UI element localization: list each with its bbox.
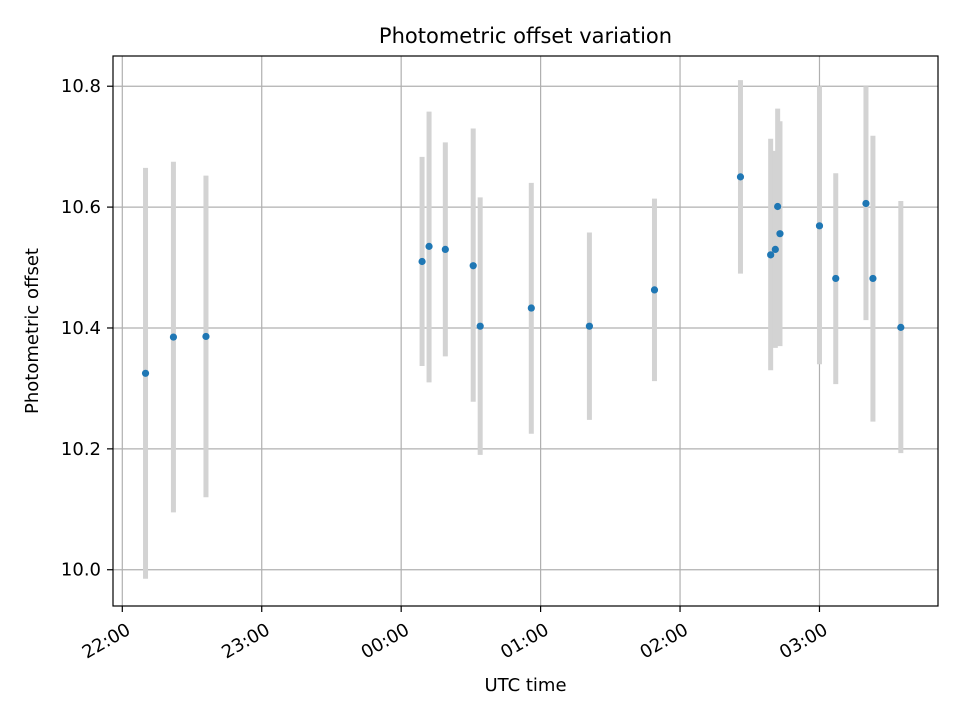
x-tick-label: 00:00 — [358, 619, 413, 663]
y-tick-label: 10.2 — [61, 439, 101, 460]
grid-layer — [113, 56, 938, 606]
x-axis-ticks: 22:00 23:00 00:00 01:00 02:00 03:00 — [79, 606, 831, 663]
chart-title: Photometric offset variation — [379, 24, 672, 48]
data-point — [736, 173, 745, 181]
point-layer — [141, 173, 905, 377]
data-point — [169, 333, 178, 341]
x-tick-label: 01:00 — [497, 619, 552, 663]
data-point — [585, 322, 594, 330]
errorbar-layer — [143, 80, 904, 579]
data-point — [441, 245, 449, 254]
y-tick-label: 10.6 — [61, 197, 101, 218]
data-point — [767, 251, 775, 259]
data-point — [650, 286, 659, 294]
data-point — [869, 274, 877, 283]
data-point — [425, 242, 433, 250]
data-point — [774, 202, 782, 211]
y-tick-label: 10.0 — [61, 560, 101, 581]
data-point — [527, 304, 535, 312]
y-axis-ticks: 10.0 10.2 10.4 10.6 10.8 — [61, 76, 113, 581]
plot-frame — [112, 55, 939, 607]
data-point — [418, 257, 426, 266]
data-point — [815, 222, 824, 230]
x-tick-label: 23:00 — [218, 619, 273, 663]
data-point — [776, 230, 784, 238]
data-point — [862, 199, 870, 208]
y-axis-title: Photometric offset — [22, 248, 43, 414]
data-point — [771, 245, 779, 254]
y-tick-label: 10.8 — [61, 76, 101, 97]
x-tick-label: 02:00 — [637, 619, 692, 663]
data-point — [141, 369, 150, 377]
x-tick-label: 03:00 — [776, 619, 831, 663]
data-point — [469, 262, 477, 270]
data-point — [897, 323, 905, 331]
data-point — [202, 332, 210, 341]
data-point — [832, 274, 840, 283]
data-point — [476, 322, 484, 330]
y-tick-label: 10.4 — [61, 318, 101, 339]
x-tick-label: 22:00 — [79, 619, 134, 663]
x-axis-title: UTC time — [484, 675, 566, 696]
